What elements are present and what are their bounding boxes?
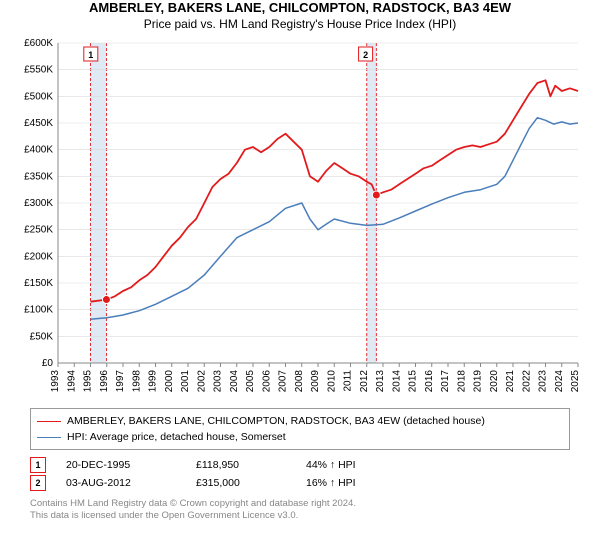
svg-text:2002: 2002	[196, 370, 207, 393]
svg-text:2003: 2003	[213, 370, 224, 393]
svg-text:1993: 1993	[50, 370, 61, 393]
svg-text:£500K: £500K	[24, 91, 53, 102]
svg-text:1995: 1995	[83, 370, 94, 393]
svg-text:£100K: £100K	[24, 305, 53, 316]
svg-text:2000: 2000	[164, 370, 175, 393]
svg-text:1: 1	[88, 50, 93, 60]
transaction-date: 03-AUG-2012	[66, 477, 176, 489]
price-vs-hpi-chart: { "meta": { "title": "AMBERLEY, BAKERS L…	[0, 0, 600, 560]
transaction-price: £118,950	[196, 459, 286, 471]
svg-text:2015: 2015	[408, 370, 419, 393]
svg-text:2013: 2013	[375, 370, 386, 393]
svg-text:2011: 2011	[343, 370, 354, 392]
footer-attribution: Contains HM Land Registry data © Crown c…	[30, 498, 570, 522]
svg-text:£550K: £550K	[24, 65, 53, 76]
transaction-delta: 44% ↑ HPI	[306, 459, 356, 471]
svg-text:2018: 2018	[456, 370, 467, 393]
svg-text:2001: 2001	[180, 370, 191, 393]
svg-text:1999: 1999	[148, 370, 159, 393]
svg-text:2019: 2019	[473, 370, 484, 393]
svg-text:2024: 2024	[554, 370, 565, 393]
svg-text:£400K: £400K	[24, 145, 53, 156]
transaction-row: 2 03-AUG-2012 £315,000 16% ↑ HPI	[30, 474, 570, 492]
chart-title: AMBERLEY, BAKERS LANE, CHILCOMPTON, RADS…	[0, 0, 600, 15]
svg-text:£200K: £200K	[24, 251, 53, 262]
svg-text:2008: 2008	[294, 370, 305, 393]
svg-text:£50K: £50K	[30, 331, 54, 342]
svg-text:2009: 2009	[310, 370, 321, 393]
svg-text:2010: 2010	[326, 370, 337, 393]
svg-text:£600K: £600K	[24, 38, 53, 49]
svg-text:1997: 1997	[115, 370, 126, 393]
transaction-price: £315,000	[196, 477, 286, 489]
chart-subtitle: Price paid vs. HM Land Registry's House …	[0, 17, 600, 31]
svg-text:£350K: £350K	[24, 171, 53, 182]
svg-text:1998: 1998	[131, 370, 142, 393]
legend-label: AMBERLEY, BAKERS LANE, CHILCOMPTON, RADS…	[67, 415, 485, 427]
svg-text:2012: 2012	[359, 370, 370, 393]
svg-text:2017: 2017	[440, 370, 451, 393]
svg-text:2006: 2006	[261, 370, 272, 393]
transaction-marker-box: 2	[30, 475, 46, 491]
footer-line-2: This data is licensed under the Open Gov…	[30, 510, 570, 522]
svg-text:£450K: £450K	[24, 118, 53, 129]
svg-text:2: 2	[363, 50, 368, 60]
svg-text:£0: £0	[42, 358, 54, 369]
svg-text:2007: 2007	[278, 370, 289, 393]
footer-line-1: Contains HM Land Registry data © Crown c…	[30, 498, 570, 510]
svg-text:1994: 1994	[66, 370, 77, 393]
svg-text:1996: 1996	[99, 370, 110, 393]
svg-text:£250K: £250K	[24, 225, 53, 236]
legend-swatch	[37, 421, 61, 422]
svg-text:2020: 2020	[489, 370, 500, 393]
svg-text:2023: 2023	[538, 370, 549, 393]
svg-text:£300K: £300K	[24, 198, 53, 209]
transaction-marker-box: 1	[30, 457, 46, 473]
legend-item-hpi: HPI: Average price, detached house, Some…	[37, 429, 563, 445]
transactions-table: 1 20-DEC-1995 £118,950 44% ↑ HPI 2 03-AUG-201…	[30, 456, 570, 492]
legend-box: AMBERLEY, BAKERS LANE, CHILCOMPTON, RADS…	[30, 408, 570, 450]
svg-text:2005: 2005	[245, 370, 256, 393]
legend-label: HPI: Average price, detached house, Some…	[67, 431, 286, 443]
chart-svg: £0 £50K £100K £150K £200K £250K £300K £350K £400…	[10, 37, 590, 402]
svg-text:2014: 2014	[391, 370, 402, 393]
svg-text:2004: 2004	[229, 370, 240, 393]
svg-text:2016: 2016	[424, 370, 435, 393]
svg-text:£150K: £150K	[24, 278, 53, 289]
svg-text:2022: 2022	[521, 370, 532, 393]
plot-area: £0 £50K £100K £150K £200K £250K £300K £350K £400…	[10, 37, 590, 402]
svg-text:2021: 2021	[505, 370, 516, 393]
transaction-row: 1 20-DEC-1995 £118,950 44% ↑ HPI	[30, 456, 570, 474]
legend-swatch	[37, 437, 61, 438]
transaction-delta: 16% ↑ HPI	[306, 477, 356, 489]
legend-item-property: AMBERLEY, BAKERS LANE, CHILCOMPTON, RADS…	[37, 413, 563, 429]
svg-text:2025: 2025	[570, 370, 581, 393]
transaction-date: 20-DEC-1995	[66, 459, 176, 471]
